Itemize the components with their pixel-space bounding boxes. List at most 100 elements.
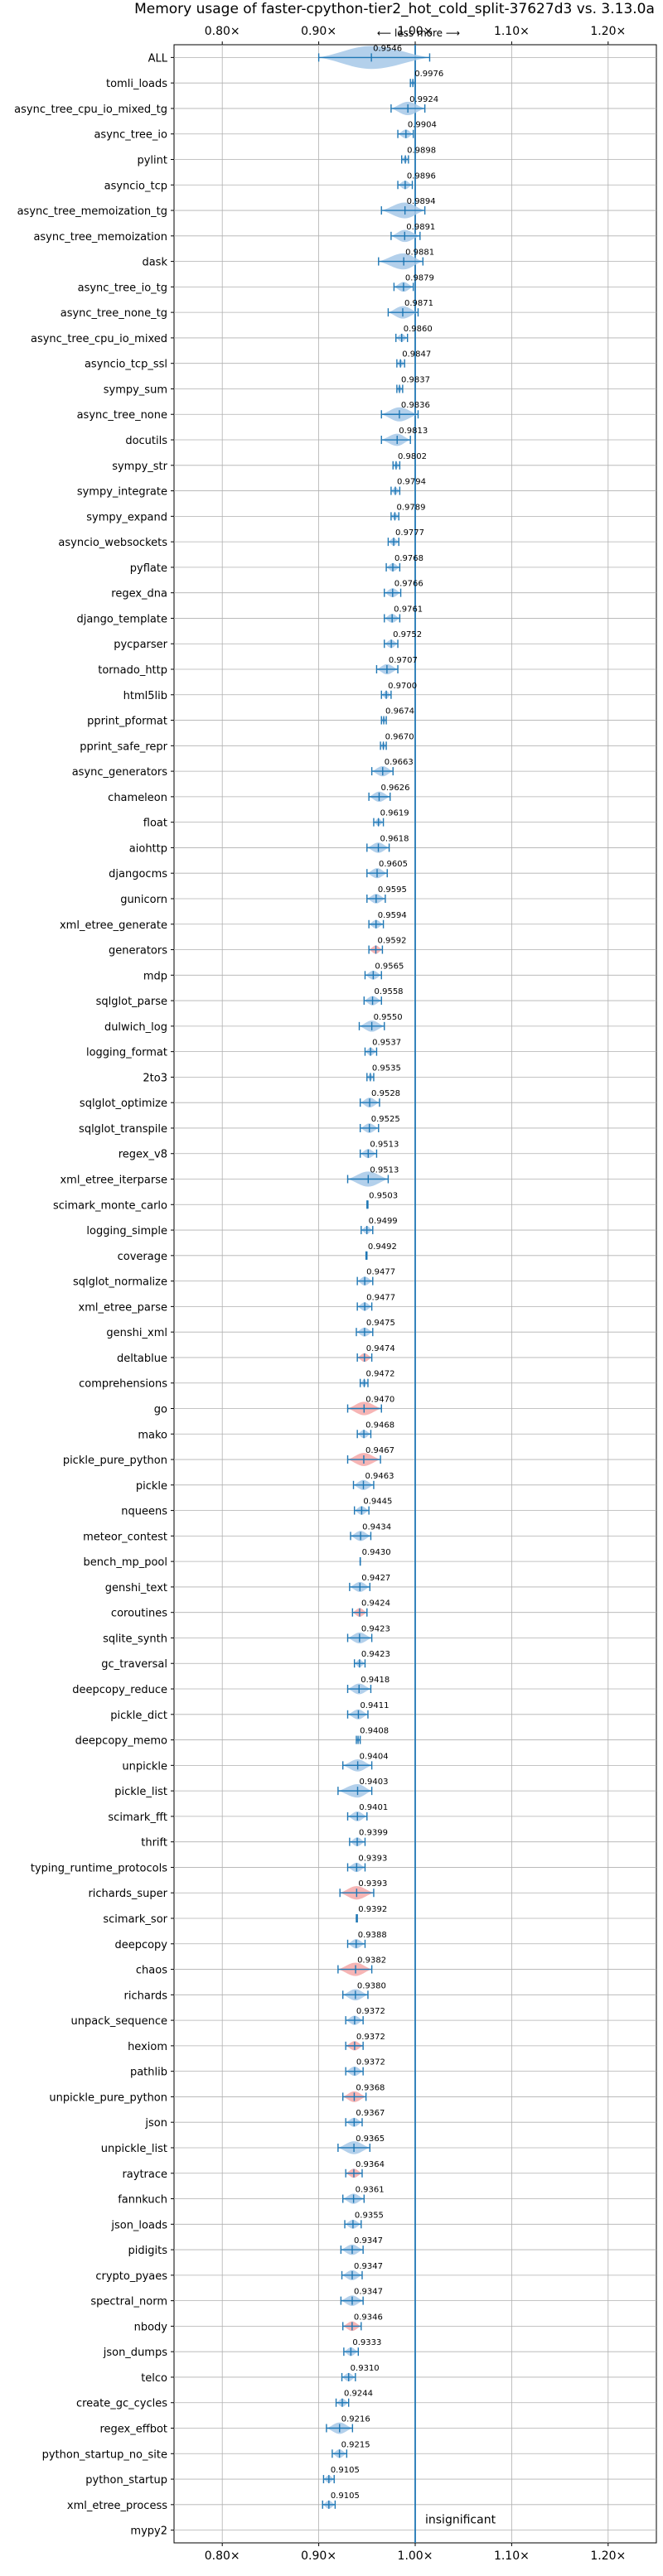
x-tick-label-bottom: 0.80× xyxy=(205,2549,240,2563)
benchmark-violin: 0.9361 xyxy=(342,2186,385,2204)
value-label: 0.9618 xyxy=(380,834,409,843)
benchmark-label: genshi_text xyxy=(105,1582,167,1594)
value-label: 0.9424 xyxy=(361,1599,390,1609)
benchmark-label: pathlib xyxy=(130,2067,167,2079)
benchmark-label: pickle_list xyxy=(114,1786,167,1798)
value-label: 0.9472 xyxy=(366,1370,395,1379)
benchmark-violin: 0.9411 xyxy=(346,1701,389,1720)
benchmark-violin: 0.9477 xyxy=(356,1293,395,1311)
benchmark-violin: 0.9401 xyxy=(346,1803,388,1821)
benchmark-label: richards xyxy=(124,1990,168,2002)
benchmark-violin: 0.9871 xyxy=(387,299,433,319)
value-label: 0.9670 xyxy=(385,732,414,741)
benchmark-violin: 0.9380 xyxy=(342,1981,386,2001)
benchmark-violin: 0.9860 xyxy=(395,325,433,342)
benchmark-label: async_tree_none xyxy=(77,409,167,422)
benchmark-violin: 0.9393 xyxy=(339,1879,387,1900)
benchmark-label: ALL xyxy=(148,52,168,65)
benchmark-label: typing_runtime_protocols xyxy=(31,1862,167,1874)
benchmark-violin: 0.9535 xyxy=(366,1064,401,1082)
value-label: 0.9380 xyxy=(357,1981,386,1990)
benchmark-violin: 0.9674 xyxy=(380,707,414,725)
benchmark-violin: 0.9558 xyxy=(363,987,404,1006)
benchmark-violin: 0.9399 xyxy=(349,1829,388,1847)
benchmark-violin: 0.9445 xyxy=(353,1498,392,1515)
value-label: 0.9468 xyxy=(365,1421,394,1430)
benchmark-violin: 0.9605 xyxy=(366,860,408,879)
value-label: 0.9860 xyxy=(404,325,433,334)
benchmark-violin: 0.9367 xyxy=(345,2109,385,2127)
benchmark-label: scimark_sor xyxy=(103,1913,167,1926)
benchmark-label: asyncio_tcp xyxy=(104,180,167,192)
benchmark-label: coverage xyxy=(118,1251,167,1263)
value-label: 0.9393 xyxy=(358,1854,387,1863)
value-label: 0.9663 xyxy=(385,758,414,767)
benchmark-violin: 0.9594 xyxy=(368,911,407,929)
benchmark-label: coroutines xyxy=(111,1608,167,1620)
value-label: 0.9492 xyxy=(368,1242,397,1252)
benchmark-violin: 0.9427 xyxy=(349,1574,390,1592)
value-label: 0.9361 xyxy=(356,2186,385,2195)
benchmark-label: thrift xyxy=(141,1837,167,1850)
benchmark-violin: 0.9503 xyxy=(365,1191,398,1209)
benchmark-violin: 0.9836 xyxy=(380,401,430,422)
value-label: 0.9924 xyxy=(409,95,438,104)
value-label: 0.9408 xyxy=(360,1727,389,1736)
value-label: 0.9372 xyxy=(356,2033,385,2042)
benchmark-label: djangocms xyxy=(109,868,167,880)
benchmark-violin: 0.9813 xyxy=(380,427,428,446)
benchmark-violin: 0.9355 xyxy=(344,2211,384,2229)
value-label: 0.9605 xyxy=(379,860,408,869)
benchmark-violin: 0.9618 xyxy=(366,834,409,853)
benchmark-label: regex_effbot xyxy=(99,2424,167,2436)
value-label: 0.9392 xyxy=(358,1905,387,1914)
benchmark-label: comprehensions xyxy=(79,1378,167,1391)
x-axis-ticks: 0.80× 0.80× 0.90× 0.90× 1.00× 1.00× 1.10× 1.10×… xyxy=(171,25,626,2563)
benchmark-label: float xyxy=(143,818,167,830)
benchmark-label: pidigits xyxy=(128,2245,168,2257)
benchmark-label: deepcopy_reduce xyxy=(72,1684,167,1696)
value-label: 0.9430 xyxy=(362,1548,391,1557)
value-label: 0.9427 xyxy=(361,1574,390,1583)
value-label: 0.9592 xyxy=(378,937,407,946)
value-label: 0.9891 xyxy=(406,223,435,232)
benchmark-violin: 0.9766 xyxy=(384,580,423,598)
benchmark-violin: 0.9896 xyxy=(397,171,436,190)
benchmark-violin: 0.9898 xyxy=(401,146,436,164)
benchmark-label: json xyxy=(144,2117,167,2130)
benchmark-label: sympy_integrate xyxy=(77,486,167,499)
benchmark-label: sqlite_synth xyxy=(103,1633,167,1645)
value-label: 0.9674 xyxy=(385,707,414,716)
benchmark-label: asyncio_tcp_ssl xyxy=(85,359,167,371)
benchmark-label: unpickle_list xyxy=(101,2143,167,2155)
value-label: 0.9894 xyxy=(407,197,436,206)
value-label: 0.9423 xyxy=(361,1650,390,1659)
value-label: 0.9619 xyxy=(380,809,409,818)
value-label: 0.9347 xyxy=(354,2236,383,2246)
benchmark-label: async_tree_memoization_tg xyxy=(17,205,167,218)
benchmark-violin: 0.9372 xyxy=(345,2007,385,2025)
value-label: 0.9503 xyxy=(369,1191,398,1200)
benchmark-label: mdp xyxy=(143,970,167,982)
benchmark-label: mypy2 xyxy=(130,2525,167,2538)
benchmark-violin: 0.9372 xyxy=(345,2033,385,2051)
benchmark-label: richards_super xyxy=(88,1888,167,1900)
benchmark-label: sqlglot_parse xyxy=(96,996,167,1008)
x-tick-label-top: 0.90× xyxy=(301,25,336,38)
value-label: 0.9401 xyxy=(359,1803,388,1812)
value-label: 0.9393 xyxy=(358,1879,387,1889)
benchmark-violin: 0.9891 xyxy=(390,223,435,243)
benchmark-label: chameleon xyxy=(108,792,167,804)
value-label: 0.9777 xyxy=(395,528,424,538)
value-label: 0.9333 xyxy=(352,2338,381,2347)
value-label: 0.9310 xyxy=(351,2364,380,2373)
benchmark-violin: 0.9976 xyxy=(409,70,443,88)
benchmark-label: pyflate xyxy=(130,562,167,575)
benchmark-violin: 0.9333 xyxy=(343,2338,381,2357)
benchmark-label: async_tree_memoization xyxy=(33,231,167,244)
benchmark-violin: 0.9881 xyxy=(378,248,434,270)
value-label: 0.9896 xyxy=(407,171,436,181)
direction-label: ⟵ less more ⟶ xyxy=(377,27,460,39)
benchmark-violin: 0.9595 xyxy=(366,885,407,904)
